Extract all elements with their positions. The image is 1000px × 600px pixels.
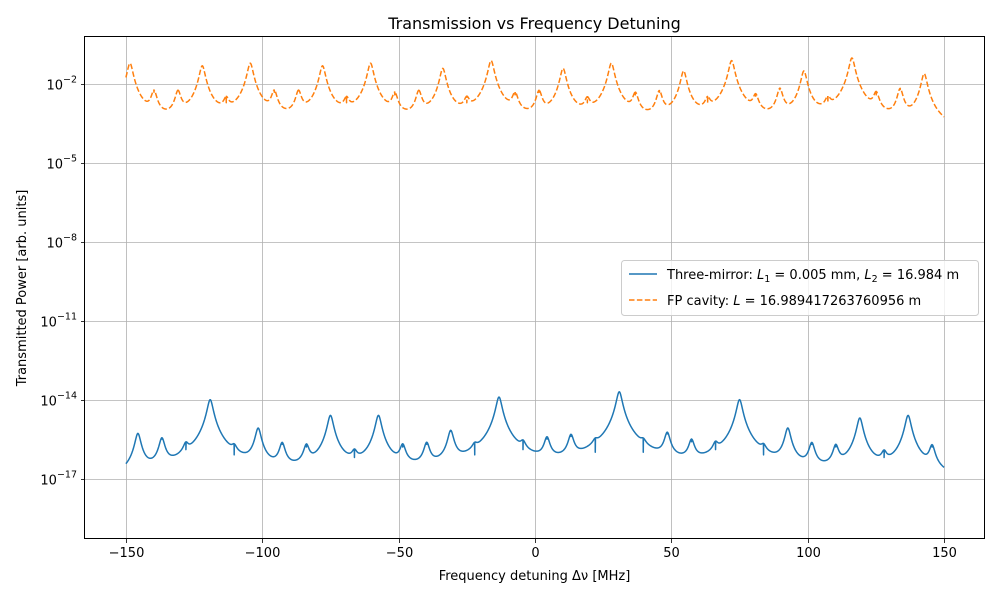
series-layer: [125, 57, 945, 468]
x-axis: −150 −100 −50 0 50 100 150: [109, 539, 957, 561]
series-line-three-mirror: [125, 391, 945, 468]
x-tick-label: 100: [796, 546, 821, 561]
y-tick-label: 10−17: [40, 470, 77, 489]
x-axis-title: Frequency detuning Δν [MHz]: [439, 569, 631, 584]
legend-entry: FP cavity: L = 16.989417263760956 m: [667, 294, 921, 309]
legend-entry: Three-mirror: L1 = 0.005 mm, L2 = 16.984…: [666, 268, 959, 285]
y-tick-label: 10−5: [46, 154, 77, 173]
y-tick-label: 10−2: [46, 75, 77, 94]
y-axis: 10−17 10−14 10−11 10−8 10−5 10−2: [40, 75, 85, 489]
y-tick-label: 10−14: [40, 391, 77, 410]
x-tick-label: 150: [932, 546, 957, 561]
grid: [85, 37, 985, 539]
series-line-fp-cavity: [125, 57, 945, 118]
legend-box: [621, 260, 979, 316]
y-tick-label: 10−11: [40, 312, 77, 331]
x-tick-label: −150: [109, 546, 145, 561]
x-tick-label: 0: [531, 546, 539, 561]
legend: Three-mirror: L1 = 0.005 mm, L2 = 16.984…: [621, 260, 979, 316]
chart-title: Transmission vs Frequency Detuning: [387, 14, 681, 33]
y-tick-label: 10−8: [46, 233, 77, 252]
x-tick-label: 50: [663, 546, 680, 561]
plot-frame: [84, 36, 985, 539]
y-axis-title: Transmitted Power [arb. units]: [15, 190, 30, 388]
x-tick-label: −50: [386, 546, 413, 561]
x-tick-label: −100: [245, 546, 281, 561]
